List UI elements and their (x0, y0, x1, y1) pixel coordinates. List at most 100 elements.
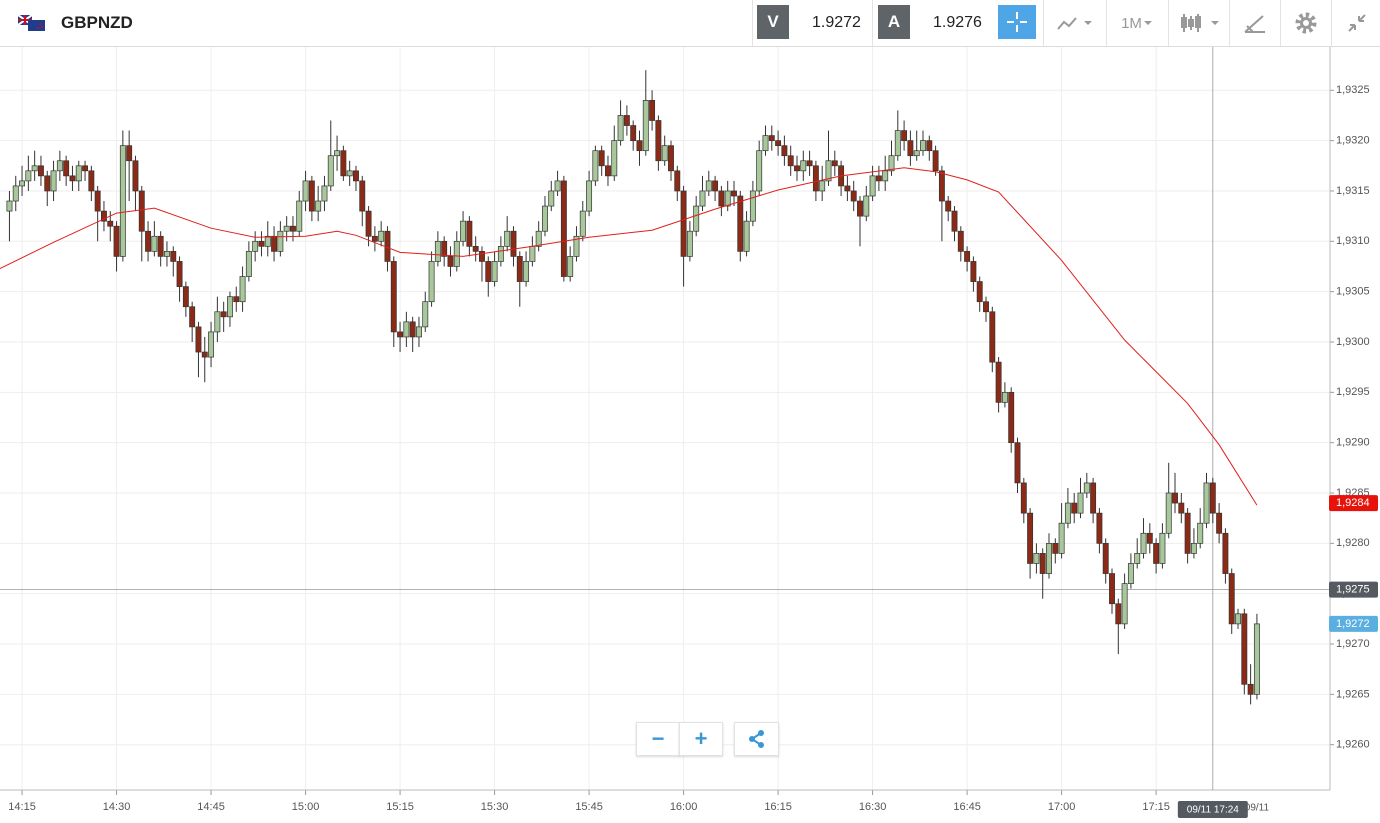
y-tick-label: 1,9325 (1336, 84, 1370, 96)
candle-body (894, 130, 901, 157)
candle-body (756, 150, 763, 192)
candle-body (214, 311, 221, 333)
candle-body (724, 190, 731, 207)
candle-body (731, 190, 737, 197)
candle-body (787, 155, 794, 167)
candle-body (416, 326, 422, 338)
candle-body (227, 296, 233, 318)
candle-body (170, 251, 177, 262)
candle-body (642, 100, 649, 152)
candle-body (831, 160, 838, 167)
candle-body (296, 200, 303, 232)
moving-average-line (0, 167, 1258, 506)
buy-button[interactable]: A (878, 5, 910, 39)
candle-body (119, 145, 126, 257)
candle-body (699, 190, 706, 207)
candle-body (239, 276, 246, 303)
candle-body (535, 230, 542, 247)
candle-body (1083, 482, 1090, 494)
candle-body (1071, 502, 1078, 514)
candle-body (661, 145, 668, 162)
chart-type-button[interactable] (1048, 0, 1103, 46)
settings-button[interactable] (1283, 0, 1329, 46)
candle-body (1039, 553, 1046, 574)
candle-body (327, 155, 334, 187)
x-tick-label: 14:30 (103, 801, 131, 813)
sell-button[interactable]: V (757, 5, 789, 39)
candle-body (592, 150, 599, 182)
candle-body (542, 205, 548, 232)
draw-button[interactable] (1232, 0, 1278, 46)
candle-body (113, 225, 120, 257)
collapse-button[interactable] (1334, 0, 1380, 46)
candle-body (145, 230, 152, 252)
candle-body (107, 220, 114, 227)
candle-body (932, 150, 939, 172)
candle-body (220, 311, 227, 318)
candle-body (82, 165, 89, 172)
candle-body (869, 175, 876, 197)
candle-body (1121, 583, 1128, 625)
candle-body (938, 170, 945, 202)
candle-body (1228, 573, 1235, 625)
share-button[interactable] (734, 722, 779, 756)
candle-body (283, 225, 290, 232)
candle-body (1140, 532, 1147, 554)
crosshair-button[interactable] (998, 5, 1036, 39)
candle-body (1197, 522, 1204, 544)
zoom-in-button[interactable]: + (679, 722, 723, 756)
x-tick-label: 16:15 (764, 801, 792, 813)
candle-body (951, 210, 958, 232)
candle-body (743, 220, 750, 252)
candle-body (705, 180, 712, 192)
candle-body (252, 240, 259, 252)
candle-body (674, 170, 681, 192)
candle-body (94, 190, 101, 212)
candles-button[interactable] (1172, 0, 1227, 46)
candle-body (1178, 502, 1185, 514)
x-tick-label: 14:45 (197, 801, 225, 813)
candle-body (1102, 542, 1109, 574)
candle-body (1235, 613, 1241, 625)
candle-body (1046, 542, 1052, 574)
candle-body (964, 251, 971, 262)
candle-body (598, 150, 605, 167)
candle-body (882, 170, 889, 182)
zoom-out-button[interactable]: − (636, 722, 680, 756)
candle-body (1052, 542, 1059, 554)
candle-body (422, 301, 429, 328)
candle-body (302, 180, 309, 202)
candle-body (1165, 492, 1172, 534)
candle-body (875, 175, 882, 182)
candle-body (1172, 492, 1178, 504)
candle-body (277, 230, 284, 252)
candle-body (491, 261, 498, 282)
y-tick-label: 1,9265 (1336, 688, 1370, 700)
candle-body (516, 256, 523, 282)
candle-body (50, 170, 57, 192)
candle-body (1096, 512, 1103, 544)
candle-body (812, 165, 819, 192)
candle-body (441, 240, 448, 257)
candle-body (69, 175, 76, 182)
candle-body (195, 326, 202, 353)
candle-body (611, 140, 618, 177)
crosshair-time-box (1177, 801, 1248, 818)
candle-body (258, 240, 265, 247)
y-tick-label: 1,9320 (1336, 135, 1370, 147)
candle-body (1014, 442, 1021, 484)
candle-body (1090, 482, 1097, 514)
crosshair-time-label: 09/11 17:24 (1187, 805, 1240, 816)
y-tick-label: 1,9260 (1336, 739, 1370, 751)
candle-body (182, 286, 189, 308)
candle-body (340, 150, 347, 177)
candle-body (693, 205, 700, 232)
candle-body (390, 261, 397, 333)
candle-body (983, 301, 989, 313)
timeframe-button[interactable]: 1M (1110, 0, 1165, 46)
candle-body (957, 230, 964, 252)
candle-body (1033, 553, 1040, 564)
candle-body (19, 180, 26, 187)
candle-body (321, 185, 328, 202)
